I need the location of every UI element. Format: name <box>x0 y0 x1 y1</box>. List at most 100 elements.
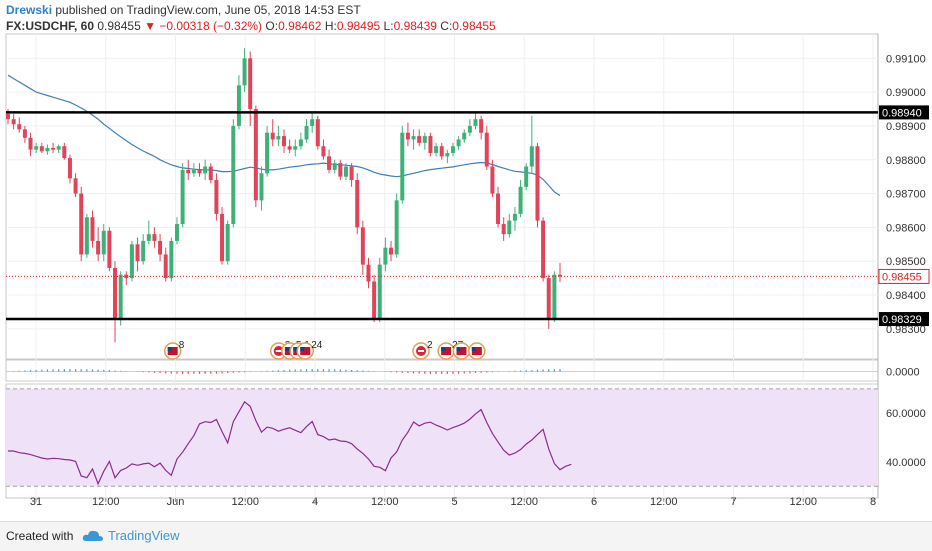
author-name[interactable]: Drewski <box>6 3 53 17</box>
flag-stripes <box>471 347 482 355</box>
tradingview-cloud-icon <box>82 530 103 541</box>
flag-canton <box>300 347 305 351</box>
candle-body <box>28 137 33 150</box>
candle-body <box>321 146 326 157</box>
candle-body <box>445 152 450 157</box>
flag-canton <box>293 347 298 351</box>
candle-body <box>163 254 168 279</box>
level-price-label: 0.98940 <box>882 107 922 119</box>
candle-body <box>417 136 422 143</box>
candle-body <box>310 119 315 126</box>
candle-body <box>428 136 433 153</box>
flag-canton <box>167 347 172 351</box>
candle-body <box>208 166 213 181</box>
candle-body <box>518 186 523 214</box>
candle-body <box>73 178 78 194</box>
moving-average-line <box>7 74 561 197</box>
us-flag-event-icon[interactable] <box>437 342 455 360</box>
flag-canton <box>471 347 476 351</box>
candle-body <box>242 58 247 86</box>
candle-body <box>113 267 118 319</box>
candle-body <box>62 146 67 159</box>
candle-body <box>467 125 472 133</box>
candle-body <box>479 119 484 133</box>
high-value: 0.98495 <box>336 19 381 33</box>
candle-body <box>456 139 461 147</box>
y-tick-label: 0.98800 <box>886 155 926 167</box>
us-flag-event-icon[interactable] <box>296 342 314 360</box>
candle-body <box>315 119 320 147</box>
candle-body <box>101 230 106 255</box>
candle-body <box>146 234 151 241</box>
candle-body <box>22 129 27 138</box>
candle-body <box>558 274 562 277</box>
candle-body <box>490 166 495 194</box>
ohlc-legend: FX:USDCHF, 60 0.98455 ▼ −0.00318 (−0.32%… <box>6 19 496 33</box>
y-tick-label: 0.98600 <box>886 222 926 234</box>
us-flag-event-icon[interactable] <box>452 342 471 360</box>
candle-body <box>67 158 72 179</box>
candle-body <box>400 132 405 201</box>
alert-event-icon[interactable] <box>412 342 430 360</box>
candle-body <box>541 220 546 279</box>
candle-body <box>79 193 84 255</box>
candle-body <box>197 169 202 174</box>
candle-body <box>270 132 275 140</box>
open-label: O: <box>265 19 279 33</box>
y-tick-label: 0.98300 <box>886 324 926 336</box>
candle-body <box>462 132 467 140</box>
candle-body <box>118 274 123 319</box>
last-price-label: 0.98455 <box>882 271 922 283</box>
level-price-label: 0.98329 <box>882 314 922 326</box>
us-flag-event-icon[interactable] <box>468 342 486 360</box>
candle-body <box>287 146 292 150</box>
y-tick-label: 0.98500 <box>886 256 926 268</box>
y-tick-label: 0.99100 <box>886 53 926 65</box>
event-count-label: 8 <box>179 340 185 351</box>
y-tick-label: 0.98700 <box>886 189 926 201</box>
candle-body <box>107 230 112 268</box>
alert-bar <box>275 350 282 352</box>
candle-body <box>180 169 185 225</box>
candle-body <box>439 146 444 157</box>
macd-y-tick-label: 0.0000 <box>886 367 920 379</box>
flag-canton <box>441 347 446 351</box>
open-value: 0.98462 <box>278 19 322 33</box>
candle-body <box>434 146 439 153</box>
flag-stripes <box>456 347 467 355</box>
candle-body <box>152 234 157 241</box>
candle-body <box>372 281 377 319</box>
rsi-y-tick-label: 60.0000 <box>886 408 926 420</box>
chart-area[interactable]: 3112:00Jun12:00412:00512:00612:00712:008… <box>0 0 932 521</box>
candle-body <box>220 213 225 262</box>
event-count-label: 2 <box>427 340 433 351</box>
candle-body <box>377 264 382 319</box>
candle-body <box>174 224 179 241</box>
candle-body <box>293 146 298 150</box>
y-tick-label: 0.98400 <box>886 290 926 302</box>
candle-body <box>203 166 208 174</box>
candle-body <box>11 119 16 125</box>
candle-body <box>484 132 489 167</box>
candle-body <box>51 147 56 150</box>
flag-stripes <box>300 347 311 355</box>
candle-body <box>360 227 365 265</box>
low-label: L: <box>383 19 394 33</box>
candle-body <box>6 114 10 120</box>
candle-body <box>56 146 61 150</box>
flag-stripes <box>441 347 452 355</box>
tradingview-brand[interactable]: TradingView <box>108 528 180 543</box>
macd-pane-frame <box>5 359 879 382</box>
low-value: 0.98439 <box>393 19 437 33</box>
candle-body <box>265 132 270 174</box>
candlestick-series <box>6 48 562 343</box>
candle-body <box>366 264 371 282</box>
price-pane-frame <box>5 33 879 360</box>
event-count-label: 24 <box>311 340 323 351</box>
publish-info: Drewski published on TradingView.com, Ju… <box>6 3 361 17</box>
flag-canton <box>456 347 461 351</box>
last-price: 0.98455 <box>97 19 141 33</box>
close-label: C: <box>440 19 453 33</box>
us-flag-event-icon[interactable] <box>163 342 182 360</box>
candle-body <box>191 169 196 174</box>
